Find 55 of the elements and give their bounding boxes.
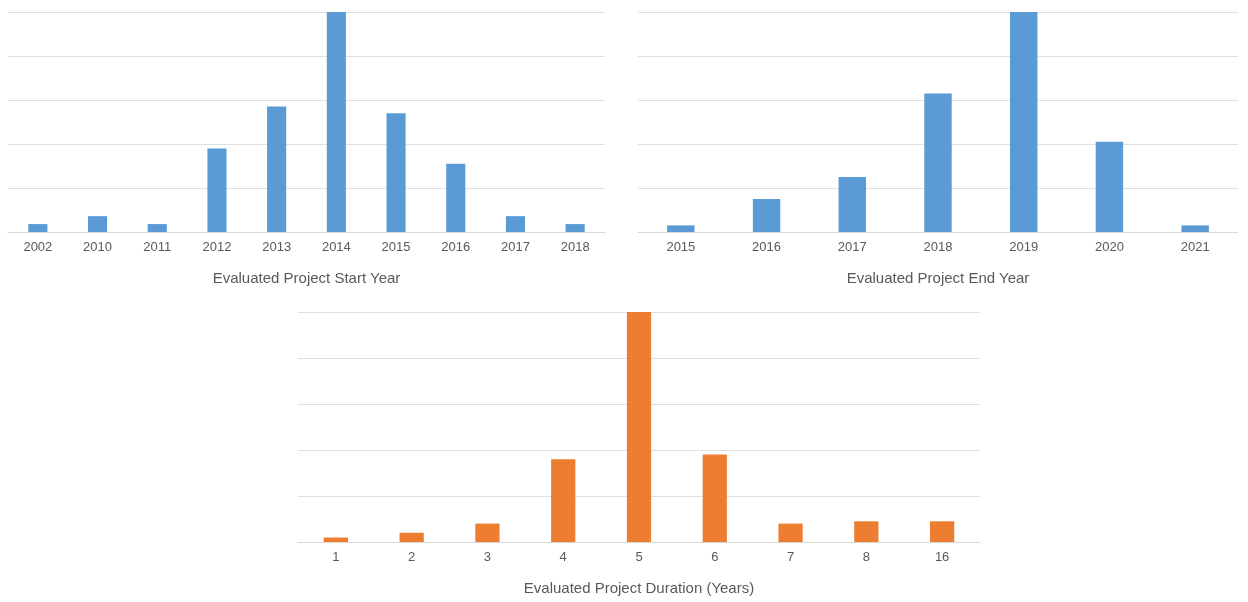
x-tick-label: 5 [635,549,643,564]
x-tick-label: 2012 [202,239,232,254]
bar [565,224,585,232]
bar [752,199,781,232]
bar [1010,12,1038,232]
bar [323,537,349,542]
bar [1095,141,1124,232]
x-axis-title: Evaluated Project End Year [846,269,1030,286]
x-tick-label: 2015 [381,239,411,254]
bar [626,312,652,542]
bar [505,216,525,232]
x-tick-label: 2021 [1180,239,1210,254]
x-tick-label: 2015 [666,239,696,254]
bar [929,521,955,542]
x-tick-label: 1 [332,549,340,564]
x-tick-label: 3 [483,549,492,564]
x-tick-label: 2002 [23,239,53,254]
bar [207,148,227,232]
x-tick-label: 16 [934,549,950,564]
x-tick-label: 2018 [560,239,590,254]
x-tick-label: 2019 [1009,239,1039,254]
x-axis-title: Evaluated Project Duration (Years) [523,579,755,596]
bar [838,177,866,232]
bar [702,454,727,542]
bar [399,532,424,542]
x-axis-title: Evaluated Project Start Year [212,269,401,286]
x-tick-label: 2017 [500,239,530,254]
bar [446,163,466,232]
x-tick-label: 2010 [83,239,113,254]
x-tick-label: 8 [862,549,870,564]
bar [88,216,108,232]
bar [326,12,346,232]
x-tick-label: 2 [408,549,416,564]
x-tick-label: 2016 [441,239,471,254]
bar [667,225,695,232]
bar [386,113,406,232]
x-tick-label: 2014 [321,239,351,254]
bar [147,224,167,232]
x-tick-label: 2018 [923,239,953,254]
bar [778,523,803,542]
bar [1181,225,1209,232]
x-tick-label: 2020 [1094,239,1124,254]
x-tick-label: 7 [786,549,795,564]
bar [267,106,287,232]
bar [475,523,500,542]
bar [551,459,576,542]
x-tick-label: 2017 [837,239,867,254]
x-tick-label: 2013 [262,239,292,254]
x-tick-label: 4 [559,549,567,564]
bar [28,224,48,232]
x-tick-label: 2011 [143,239,172,254]
bar [924,93,952,232]
bar [854,521,879,542]
x-tick-label: 6 [711,549,719,564]
x-tick-label: 2016 [752,239,782,254]
